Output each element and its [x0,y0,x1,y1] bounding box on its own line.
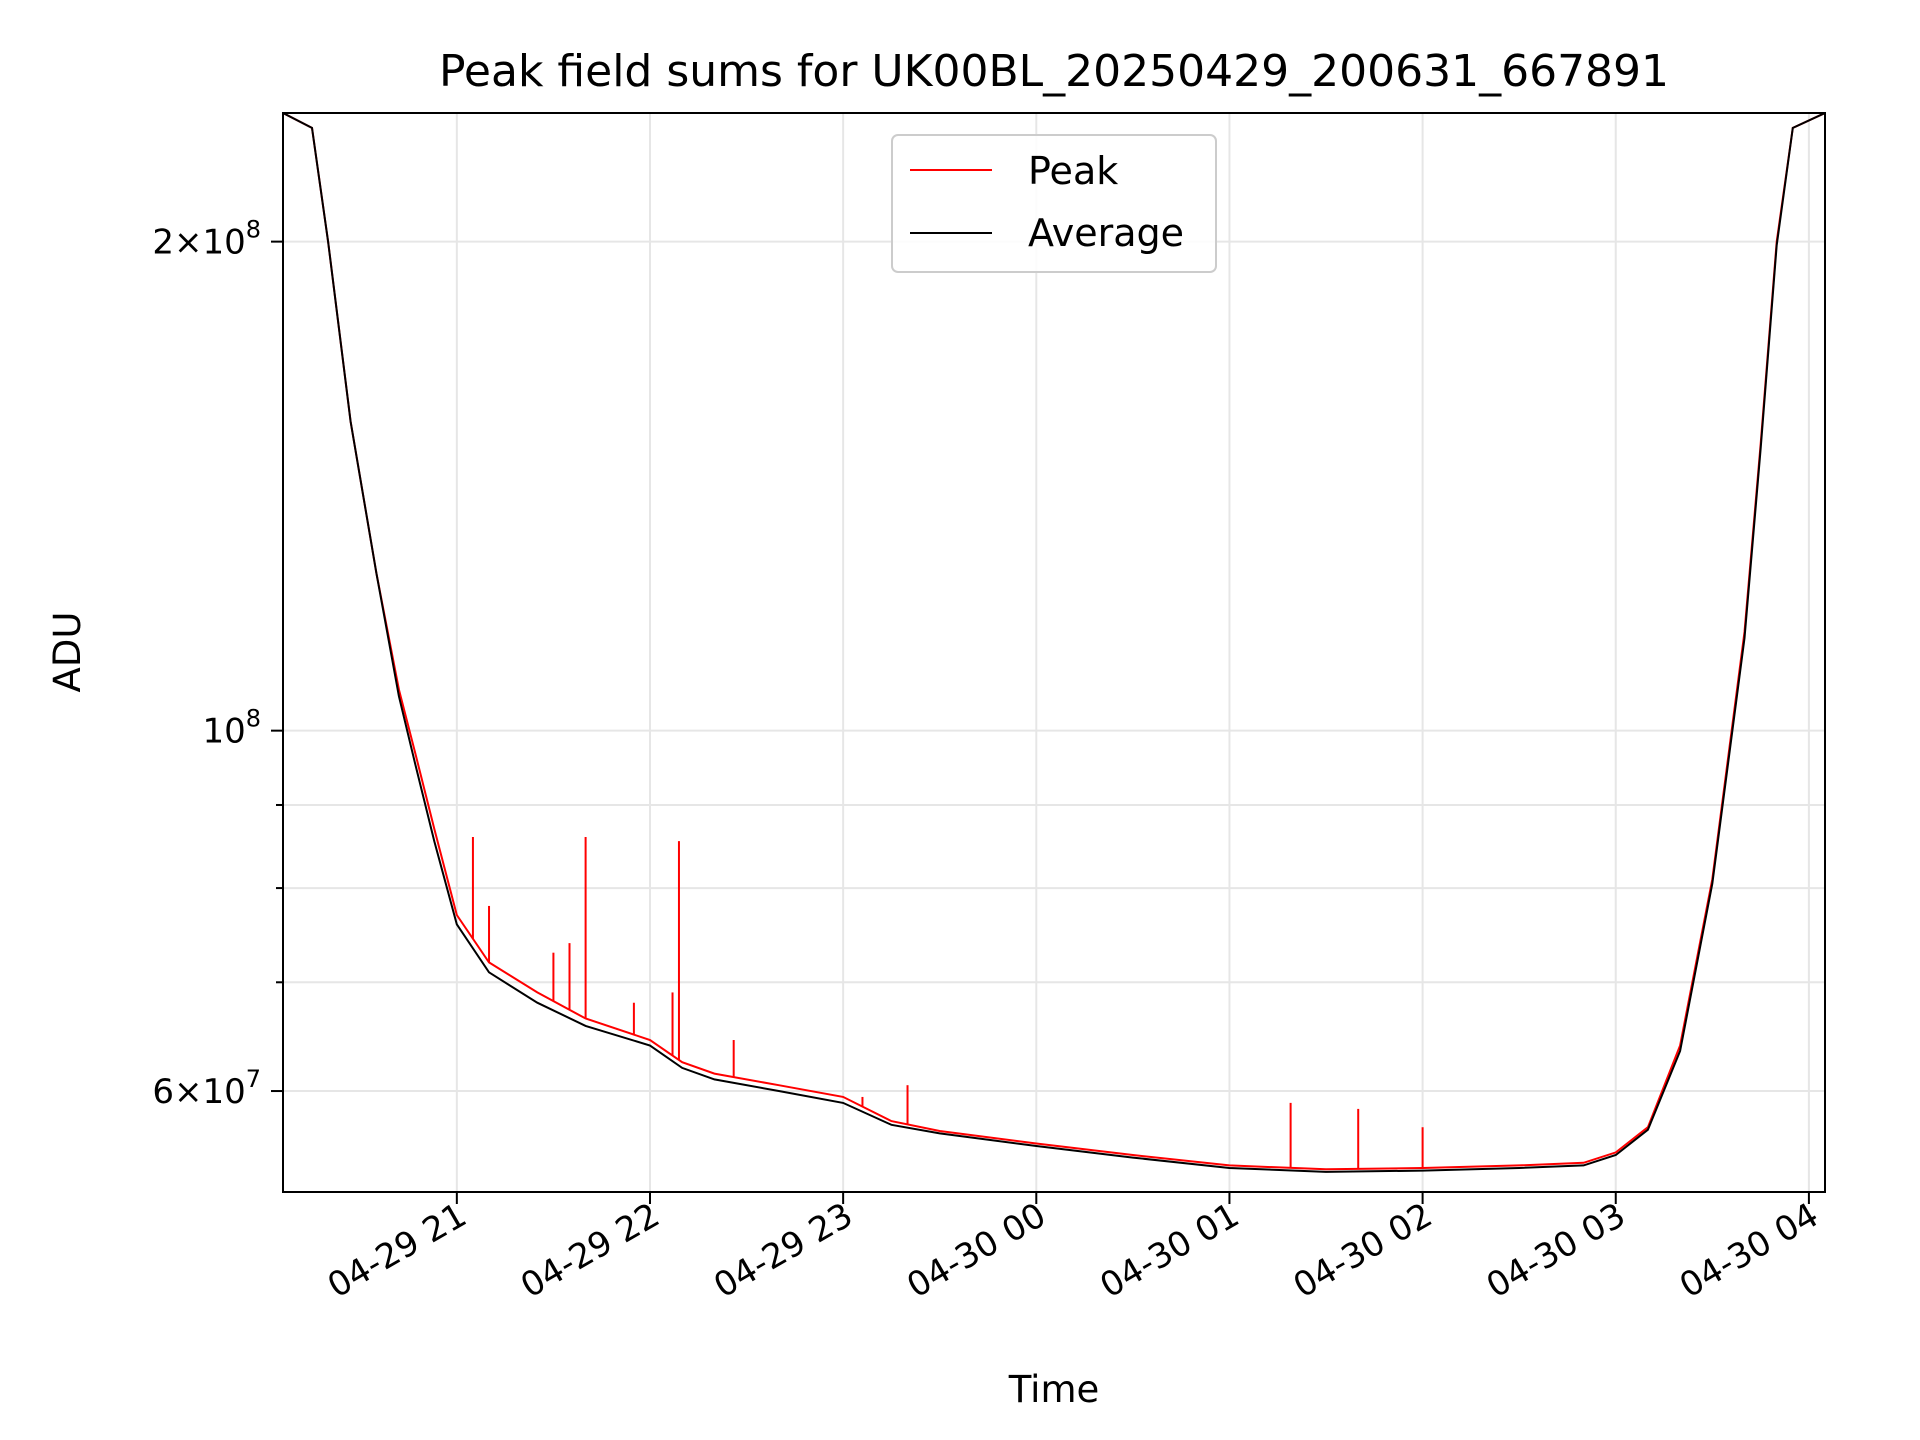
y-axis-label: ADU [46,612,89,693]
series-line-average [283,113,1825,1173]
axes-frame [282,112,1826,1193]
legend-label-average: Average [1028,211,1184,255]
legend: Peak Average [891,134,1217,273]
chart-title: Peak field sums for UK00BL_20250429_2006… [439,46,1669,97]
x-axis-label: Time [1008,1368,1100,1411]
y-tick-label: 2×108 [152,216,261,263]
plot-area [283,113,1825,1173]
y-tick-label: 108 [202,705,261,752]
y-tick-label: 6×107 [152,1065,261,1112]
grid [283,113,1825,1192]
legend-label-peak: Peak [1028,149,1118,193]
